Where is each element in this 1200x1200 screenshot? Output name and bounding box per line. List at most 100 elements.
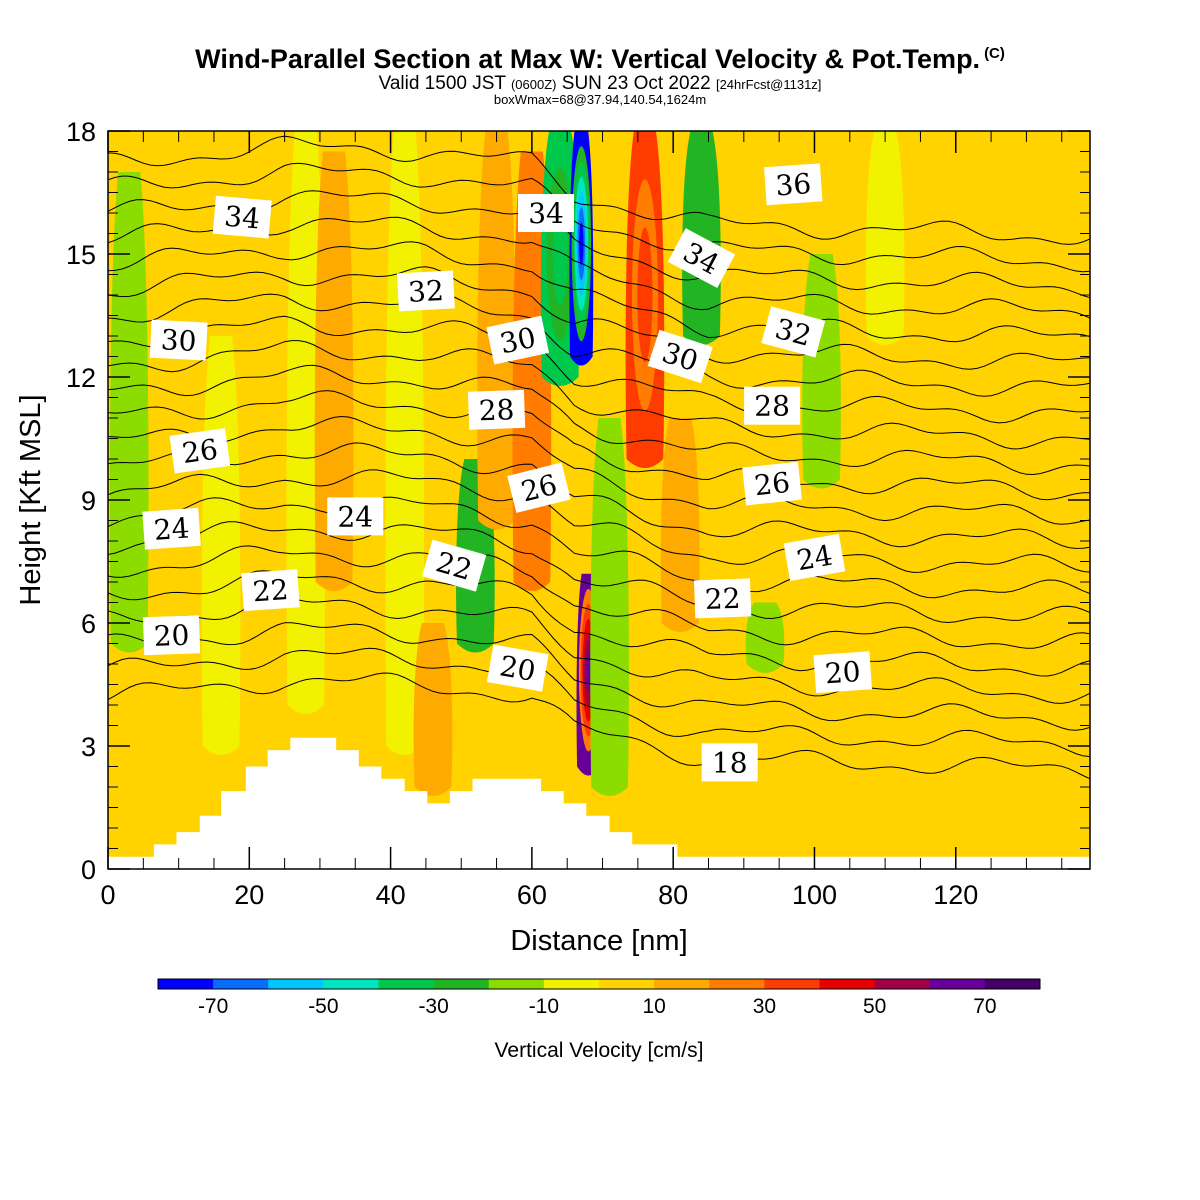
valid-time-line: Valid 1500 JST (0600Z) SUN 23 Oct 2022 […: [0, 73, 1200, 95]
colorbar-swatch: [378, 979, 435, 989]
colorbar-swatch: [543, 979, 600, 989]
contour-label-text: 24: [153, 511, 191, 546]
theta-contour-19: [108, 647, 1090, 758]
title-text: Wind-Parallel Section at Max W: Vertical…: [195, 44, 981, 74]
contour-label-text: 34: [528, 197, 564, 230]
contour-label-bg: [518, 194, 575, 232]
contour-label-bg: [142, 507, 201, 550]
contour-label-text: 30: [497, 321, 539, 361]
contour-label-bg: [467, 389, 526, 430]
contour-label-23: 18: [701, 743, 758, 782]
y-tick-label: 18: [66, 117, 96, 147]
contour-label-bg: [701, 743, 758, 782]
colorbar-swatch: [654, 979, 710, 989]
colorbar-tick-label: -30: [418, 995, 448, 1018]
contour-label-bg: [142, 615, 201, 656]
contour-label-13: 26: [742, 461, 802, 506]
contour-label-11: 26: [169, 428, 231, 474]
theta-contour-36: [108, 216, 1090, 319]
contour-label-17: 22: [241, 569, 300, 612]
velocity-column-5: [314, 151, 354, 591]
contour-label-bg: [327, 497, 384, 536]
colorbar-tick-label: 70: [973, 995, 996, 1018]
contour-label-text: 20: [824, 655, 862, 690]
colorbar-swatch: [929, 979, 986, 989]
colorbar-tick-label: 30: [753, 995, 776, 1018]
contour-label-text: 18: [712, 746, 748, 779]
box-info: boxWmax=68@37.94,140.54,1624m: [493, 92, 707, 107]
contour-label-text: 26: [180, 432, 220, 470]
velocity-column-8: [413, 623, 453, 796]
contour-label-8: 32: [761, 306, 826, 358]
colorbar-swatch: [874, 979, 931, 989]
contour-label-text: 26: [753, 466, 792, 503]
contour-label-text: 28: [754, 390, 790, 423]
contour-label-22: 20: [813, 651, 872, 694]
contour-label-text: 20: [153, 619, 190, 653]
contour-label-6: 36: [764, 163, 823, 206]
contour-label-12: 26: [507, 462, 571, 513]
contour-label-10: 28: [744, 386, 801, 425]
contour-label-bg: [764, 163, 823, 206]
contour-label-text: 34: [223, 200, 261, 236]
theta-contour-27: [108, 442, 1090, 549]
contour-label-bg: [486, 644, 549, 692]
x-tick-label: 100: [792, 880, 837, 910]
contour-label-text: 30: [160, 323, 197, 358]
contour-label-text: 20: [497, 649, 538, 688]
contour-label-20: 20: [142, 615, 201, 656]
x-axis-label: Distance [nm]: [510, 925, 687, 957]
theta-contour-30: [108, 364, 1090, 476]
contour-label-bg: [422, 539, 487, 592]
x-tick-label: 0: [100, 880, 115, 910]
theta-contour-32: [108, 315, 1090, 424]
colorbar-tick-label: -70: [198, 995, 228, 1018]
colorbar-swatch: [764, 979, 820, 989]
contour-label-1: 32: [396, 270, 455, 312]
colorbar-swatch: [984, 979, 1041, 989]
x-tick-label: 60: [517, 880, 547, 910]
y-tick-label: 3: [81, 732, 96, 762]
colorbar-swatch: [709, 979, 765, 989]
contour-label-text: 24: [794, 539, 835, 578]
colorbar-swatch: [323, 979, 379, 989]
terrain: [108, 737, 1090, 869]
theta-contour-18: [108, 672, 1090, 780]
y-tick-label: 6: [81, 609, 96, 639]
theta-contour-28: [108, 415, 1090, 525]
contour-label-19: 22: [693, 578, 752, 619]
contour-label-7: 30: [647, 329, 713, 384]
terrain-fill: [108, 737, 1090, 869]
contour-label-text: 32: [407, 274, 444, 309]
y-tick-label: 0: [81, 855, 96, 885]
colorbar-tick-label: 10: [642, 995, 665, 1018]
contour-label-4: 34: [518, 194, 575, 232]
colorbar-tick-label: -10: [529, 995, 559, 1018]
colorbar: -70 -50 -30 -10 10 30 50 70 Vertical Velocity [c…: [157, 978, 1041, 1062]
contour-label-bg: [169, 428, 231, 474]
x-tick-label: 40: [376, 880, 406, 910]
theta-contour-25: [108, 496, 1090, 599]
colorbar-border: [157, 978, 1041, 990]
theta-contour-33: [108, 292, 1090, 397]
theta-contour-38: [108, 162, 1090, 273]
contour-label-bg: [813, 651, 872, 694]
colorbar-swatch: [158, 979, 214, 989]
contour-label-3: 30: [486, 315, 550, 365]
contour-label-text: 22: [252, 573, 290, 608]
contour-label-bg: [761, 306, 826, 358]
velocity-column-21: [865, 131, 905, 345]
y-tick-label: 15: [66, 240, 96, 270]
y-tick-label: 9: [81, 486, 96, 516]
colorbar-tick-label: -50: [308, 995, 338, 1018]
contour-label-bg: [742, 461, 802, 506]
theta-contour-26: [108, 469, 1090, 573]
contour-label-bg: [783, 533, 846, 581]
velocity-core-14-4: [585, 649, 591, 692]
y-axis-label: Height [Kft MSL]: [15, 394, 47, 605]
theta-contour-34: [108, 266, 1090, 370]
contour-label-21: 20: [486, 644, 549, 692]
